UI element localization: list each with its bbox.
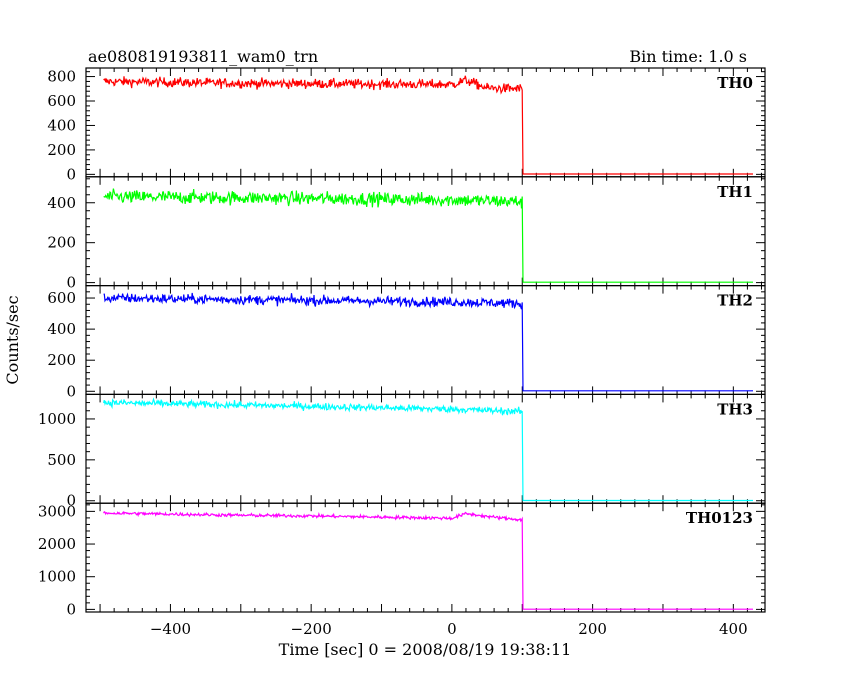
y-tick-label: 0 [66,382,76,400]
panel-label-th0: TH0 [717,74,753,92]
y-tick-label: 400 [47,320,76,338]
y-tick-label: 1000 [38,410,76,428]
y-tick-label: 600 [47,92,76,110]
y-tick-label: 0 [66,165,76,183]
y-tick-label: 0 [66,492,76,510]
panel-label-th2: TH2 [717,292,753,310]
y-tick-label: 1000 [38,568,76,586]
series-line-th0123 [103,510,753,610]
y-axis-label: Counts/sec [3,295,22,384]
x-tick-label: 200 [578,620,607,638]
panel-label-th1: TH1 [717,183,753,201]
y-tick-label: 3000 [38,502,76,520]
series-line-th2 [103,292,753,392]
series-line-th0 [103,75,753,175]
series-line-th3 [103,397,753,502]
bin-time-label: Bin time: 1.0 s [629,47,747,66]
y-tick-label: 600 [47,289,76,307]
y-tick-label: 2000 [38,535,76,553]
x-axis-label: Time [sec] 0 = 2008/08/19 19:38:11 [279,640,572,659]
y-tick-label: 200 [47,234,76,252]
y-tick-label: 200 [47,351,76,369]
y-tick-label: 0 [66,274,76,292]
panel-frame-th3 [85,393,766,504]
x-tick-label: −200 [291,620,332,638]
y-tick-label: 800 [47,68,76,86]
panel-frame-th2 [85,285,766,396]
panels-group: 0 200 400 600 800 TH0 0 200 400 TH1 0 200 400 600 TH2 0… [38,67,766,638]
y-tick-label: 500 [47,451,76,469]
panel-label-th3: TH3 [717,400,753,418]
y-tick-label: 400 [47,194,76,212]
panel-frame-th1 [85,176,766,287]
y-tick-label: 200 [47,141,76,159]
y-tick-label: 400 [47,116,76,134]
chart-title: ae080819193811_wam0_trn [88,47,318,66]
y-tick-label: 0 [66,600,76,618]
panel-label-th0123: TH0123 [686,509,753,527]
x-tick-label: 400 [719,620,748,638]
x-tick-label: −400 [150,620,191,638]
x-tick-label: 0 [447,620,457,638]
series-line-th1 [103,188,753,283]
